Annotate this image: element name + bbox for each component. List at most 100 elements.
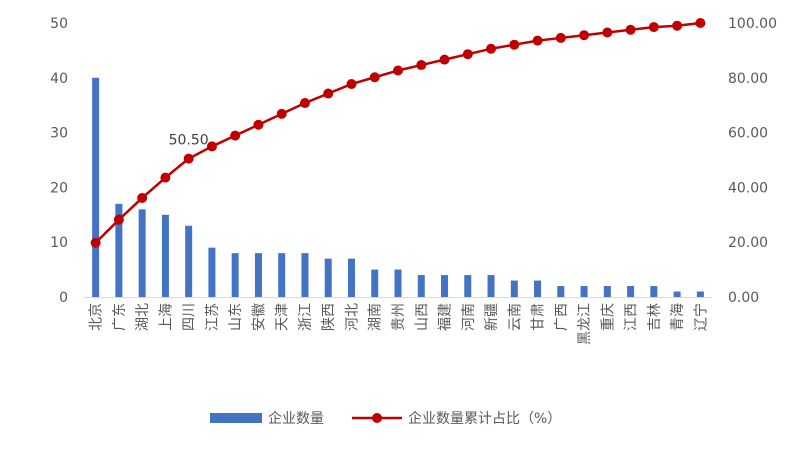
x-tick-label: 陕西 [321, 303, 337, 331]
line-point [462, 49, 473, 60]
line-series [90, 18, 706, 248]
line-point [160, 172, 171, 183]
x-tick-label: 新疆 [484, 303, 500, 331]
line-point [486, 43, 497, 54]
data-label: 50.50 [169, 133, 209, 149]
bar [371, 269, 379, 297]
legend: 企业数量 企业数量累计占比（%） [210, 410, 561, 427]
legend-swatch-bar [210, 413, 262, 423]
bar-series [92, 77, 704, 297]
bar [464, 275, 472, 297]
line-point [276, 108, 287, 119]
y-right-tick-label: 60.00 [728, 126, 768, 142]
bar [301, 253, 309, 297]
line-point [625, 24, 636, 35]
line-point [299, 98, 310, 109]
line-point [648, 22, 659, 33]
y-left-tick-label: 10 [50, 235, 68, 251]
x-tick-label: 湖北 [135, 303, 151, 331]
line-point [369, 72, 380, 83]
y-right-tick-label: 80.00 [728, 71, 768, 87]
bar [487, 275, 495, 297]
x-tick-label: 山西 [414, 303, 430, 331]
x-tick-label: 上海 [158, 303, 174, 331]
line-point [555, 32, 566, 43]
bar [417, 275, 425, 297]
x-tick-label: 福建 [438, 303, 454, 331]
line-point [183, 153, 194, 164]
x-tick-label: 重庆 [600, 303, 616, 331]
line-point [113, 214, 124, 225]
x-tick-label: 河北 [344, 303, 360, 331]
line-point [672, 20, 683, 31]
line-point [346, 79, 357, 90]
legend-label: 企业数量累计占比（%） [408, 410, 561, 427]
x-tick-label: 天津 [275, 303, 291, 331]
y-right-tick-label: 100.00 [728, 16, 777, 32]
y-right-tick-label: 0.00 [728, 290, 759, 306]
x-tick-label: 广东 [112, 303, 128, 331]
x-tick-label: 黑龙江 [577, 303, 593, 345]
x-tick-label: 浙江 [298, 303, 314, 331]
bar [441, 275, 449, 297]
legend-swatch-marker [372, 413, 382, 423]
bar [580, 286, 588, 297]
y-left-tick-label: 40 [50, 71, 68, 87]
line-point [579, 30, 590, 41]
bar [557, 286, 565, 297]
x-tick-label: 江西 [624, 303, 640, 331]
line-point [509, 39, 520, 50]
bar [347, 258, 355, 297]
bar [231, 253, 239, 297]
x-tick-label: 广西 [554, 303, 570, 331]
x-tick-label: 河南 [461, 303, 477, 331]
bar [627, 286, 635, 297]
x-tick-label: 北京 [89, 303, 105, 331]
x-tick-label: 吉林 [647, 303, 663, 331]
x-tick-label: 江苏 [205, 303, 221, 331]
x-tick-label: 贵州 [391, 303, 407, 331]
x-tick-label: 四川 [182, 303, 198, 331]
bar [185, 225, 193, 297]
line-point [439, 54, 450, 65]
bar [208, 247, 216, 297]
x-tick-label: 山东 [228, 303, 244, 331]
bar [92, 77, 100, 297]
x-tick-label: 安徽 [251, 303, 267, 331]
bar [510, 280, 518, 297]
x-tick-label: 辽宁 [692, 303, 709, 331]
x-tick-label: 青海 [670, 303, 686, 331]
line-point [393, 65, 403, 76]
y-left-tick-label: 20 [50, 180, 68, 196]
line-point [90, 237, 101, 248]
line-point [253, 119, 264, 130]
bar [138, 209, 146, 297]
bar [115, 203, 123, 297]
bar [394, 269, 402, 297]
bar [161, 214, 169, 297]
line-point [532, 35, 543, 46]
line-point [230, 130, 241, 141]
bar [673, 291, 681, 297]
line-point [137, 192, 148, 203]
axis-labels: 0 10 20 30 40 50 0.00 20.00 40.00 60.00 80.00 100.0… [50, 16, 777, 345]
legend-label: 企业数量 [268, 410, 324, 427]
y-left-tick-label: 30 [50, 126, 68, 142]
bar [254, 253, 262, 297]
bar [696, 291, 704, 297]
x-tick-label: 湖南 [368, 303, 384, 331]
bar [278, 253, 286, 297]
x-tick-label: 甘肃 [531, 303, 547, 331]
line-point [206, 141, 217, 152]
y-right-tick-label: 20.00 [728, 235, 768, 251]
line-point [602, 27, 613, 38]
y-left-tick-label: 0 [59, 290, 68, 306]
bar [603, 286, 611, 297]
bar [534, 280, 542, 297]
bar [650, 286, 658, 297]
bar [324, 258, 332, 297]
y-left-tick-label: 50 [50, 16, 68, 32]
x-tick-label: 云南 [507, 303, 523, 331]
line-point [416, 60, 427, 71]
